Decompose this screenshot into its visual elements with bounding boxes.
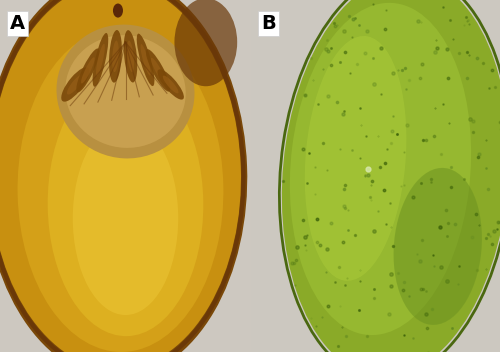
Ellipse shape bbox=[146, 49, 171, 92]
Ellipse shape bbox=[282, 0, 500, 352]
Ellipse shape bbox=[96, 44, 105, 76]
Ellipse shape bbox=[0, 0, 248, 352]
Ellipse shape bbox=[18, 28, 224, 352]
Ellipse shape bbox=[127, 40, 134, 72]
Ellipse shape bbox=[61, 67, 90, 102]
Ellipse shape bbox=[67, 74, 84, 95]
Text: B: B bbox=[261, 14, 276, 33]
Text: A: A bbox=[10, 14, 25, 33]
Ellipse shape bbox=[92, 33, 108, 87]
Ellipse shape bbox=[76, 49, 100, 92]
Ellipse shape bbox=[109, 30, 122, 83]
Ellipse shape bbox=[48, 72, 203, 336]
Ellipse shape bbox=[66, 35, 186, 148]
Ellipse shape bbox=[140, 44, 150, 76]
Ellipse shape bbox=[136, 33, 154, 86]
Ellipse shape bbox=[305, 36, 406, 281]
Ellipse shape bbox=[0, 0, 241, 352]
Ellipse shape bbox=[394, 168, 482, 325]
Ellipse shape bbox=[112, 40, 118, 72]
Ellipse shape bbox=[174, 0, 237, 86]
Ellipse shape bbox=[158, 69, 184, 100]
Ellipse shape bbox=[81, 57, 94, 83]
Ellipse shape bbox=[124, 30, 138, 82]
Ellipse shape bbox=[73, 121, 178, 315]
Ellipse shape bbox=[56, 25, 194, 158]
Ellipse shape bbox=[163, 76, 178, 93]
Ellipse shape bbox=[113, 4, 123, 18]
Ellipse shape bbox=[290, 3, 471, 335]
Ellipse shape bbox=[151, 58, 166, 83]
